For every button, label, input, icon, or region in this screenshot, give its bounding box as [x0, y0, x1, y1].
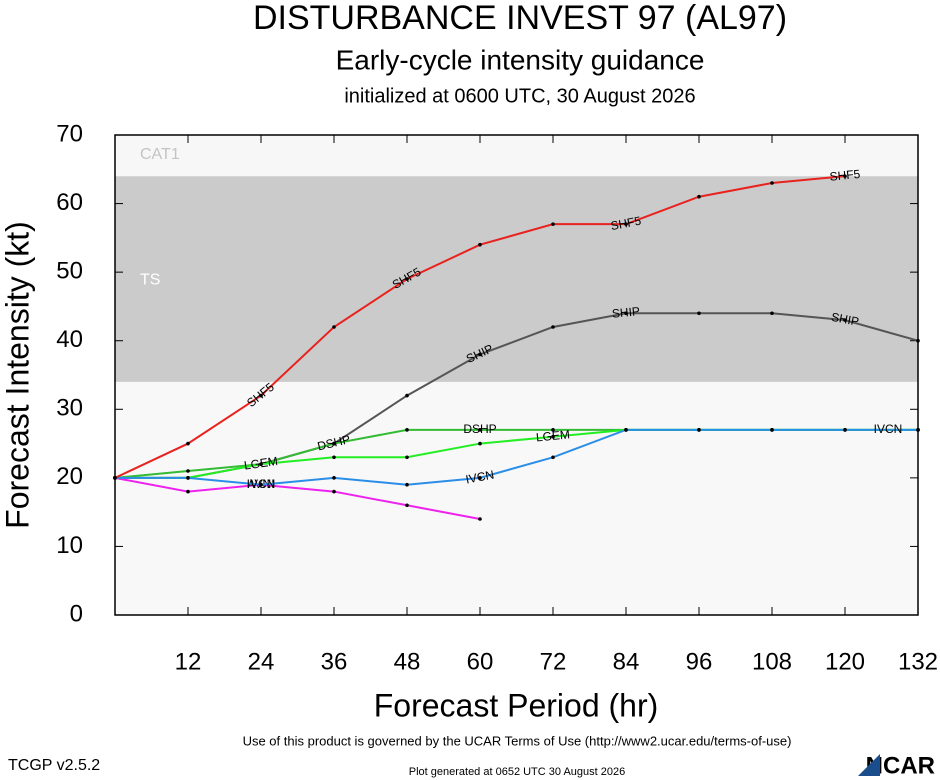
data-point [186, 441, 190, 446]
data-point [843, 174, 847, 178]
y-tick-label: 20 [56, 463, 83, 490]
data-point [770, 181, 774, 185]
data-point [405, 277, 409, 281]
chart-subtitle: Early-cycle intensity guidance [336, 44, 705, 75]
data-point [332, 455, 336, 460]
data-point [332, 441, 336, 446]
y-tick-label: 0 [70, 600, 83, 627]
data-point [551, 428, 555, 432]
y-tick-label: 10 [56, 532, 83, 559]
x-tick-label: 36 [321, 648, 348, 675]
plot-frame [114, 134, 919, 616]
series-label: LGEM [535, 427, 570, 444]
x-tick-label: 84 [613, 648, 640, 675]
x-tick-label: 24 [248, 648, 275, 675]
x-tick-label: 132 [898, 648, 938, 675]
data-point [697, 428, 701, 432]
footer: Use of this product is governed by the U… [243, 733, 792, 748]
x-tick-label: 60 [467, 648, 494, 675]
data-point [405, 455, 409, 460]
generated: Plot generated at 0652 UTC 30 August 202… [409, 766, 626, 778]
data-point [843, 318, 847, 322]
data-point [478, 476, 482, 480]
data-point [478, 428, 482, 432]
series-label: IVCN [464, 468, 495, 487]
data-point [405, 503, 409, 508]
data-point [478, 441, 482, 446]
x-tick-label: 120 [825, 648, 865, 675]
data-point [551, 434, 555, 439]
x-tick-label: 96 [686, 648, 713, 675]
series-label: SHF5 [829, 167, 861, 184]
init-time: initialized at 0600 UTC, 30 August 2026 [344, 85, 695, 107]
x-tick-label: 108 [752, 648, 792, 675]
data-point [624, 311, 628, 316]
y-tick-label: 50 [56, 257, 83, 284]
data-point [770, 428, 774, 432]
data-point [259, 462, 263, 466]
y-axis-label: Forecast Intensity (kt) [0, 221, 35, 529]
logo-mark [858, 754, 880, 776]
data-point [478, 517, 482, 521]
x-axis-label: Forecast Period (hr) [374, 687, 659, 723]
series-line [114, 476, 481, 520]
data-point [551, 325, 555, 329]
series-label: DSHP [463, 422, 496, 436]
data-point [186, 469, 190, 473]
data-point [259, 482, 263, 487]
data-point [697, 194, 701, 199]
data-point [186, 489, 190, 494]
data-point [405, 428, 409, 432]
data-point [624, 222, 628, 226]
data-point [478, 242, 482, 247]
data-point [551, 222, 555, 226]
data-point [405, 482, 409, 487]
y-tick-label: 60 [56, 189, 83, 216]
data-point [332, 489, 336, 494]
data-point [770, 311, 774, 316]
data-point [478, 352, 482, 357]
data-point [332, 476, 336, 480]
y-tick-label: 40 [56, 326, 83, 353]
series-line [115, 428, 918, 486]
data-point [624, 428, 628, 432]
band-label: TS [140, 271, 160, 288]
data-point [332, 325, 336, 329]
chart-title: DISTURBANCE INVEST 97 (AL97) [253, 0, 787, 37]
data-point [259, 393, 263, 398]
x-tick-label: 12 [175, 648, 202, 675]
series-label: IVCN [874, 422, 903, 436]
data-point [186, 476, 190, 480]
version: TCGP v2.5.2 [8, 757, 100, 774]
data-point [405, 393, 409, 398]
series-label: LGEM [243, 454, 279, 473]
x-tick-label: 72 [540, 648, 567, 675]
intensity-band [115, 135, 918, 177]
band-label: CAT1 [140, 146, 180, 163]
data-point [551, 455, 555, 460]
series-label: SHIP [830, 310, 860, 329]
y-tick-label: 30 [56, 395, 83, 422]
data-point [843, 428, 847, 432]
intensity-band [115, 176, 918, 382]
series-label: SHF5 [609, 214, 642, 233]
y-tick-label: 70 [56, 120, 83, 147]
series-label: SHIP [611, 304, 640, 321]
data-point [697, 311, 701, 316]
series-label: IVCN [247, 477, 276, 491]
x-tick-label: 48 [394, 648, 421, 675]
